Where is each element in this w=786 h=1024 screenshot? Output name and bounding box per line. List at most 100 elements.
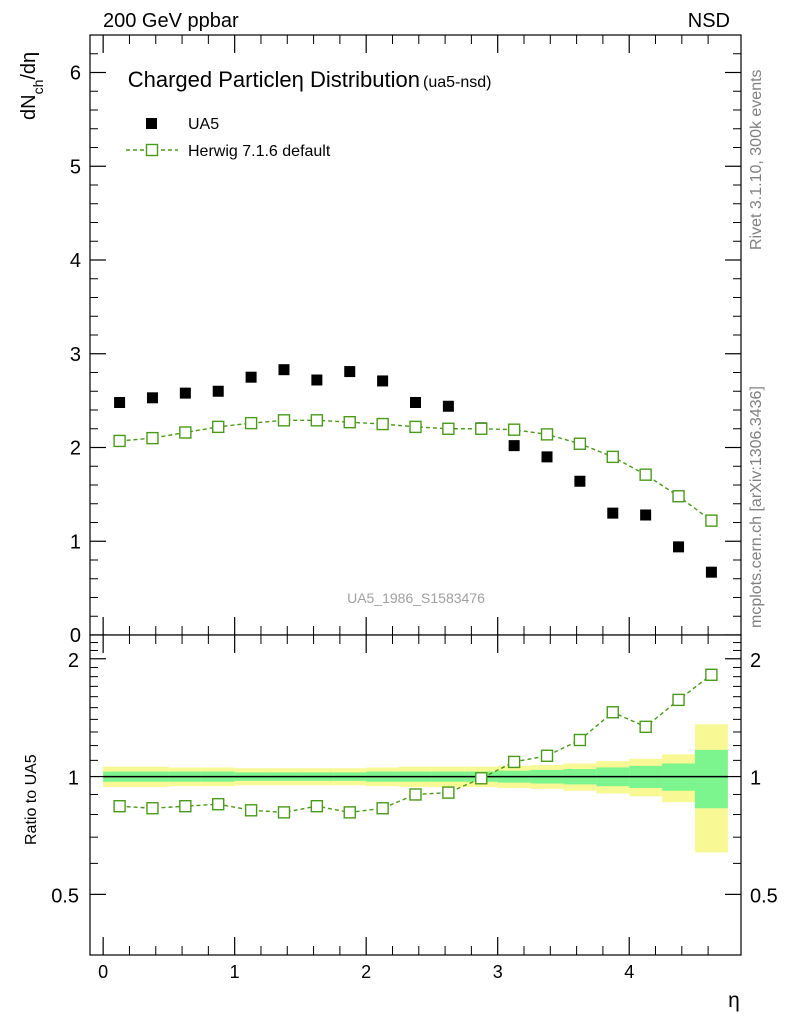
ratio-series-group	[103, 668, 728, 819]
ua5-point	[541, 451, 553, 463]
ratio-herwig-point	[277, 806, 291, 819]
legend: UA5 Herwig 7.1.6 default	[126, 116, 331, 160]
x-tick-label: 4	[624, 962, 634, 982]
ratio-herwig-point	[442, 786, 455, 799]
herwig-point	[376, 417, 389, 431]
ratio-panel: 0 1 2 3 4 0.5 0.5 1 1 2 2 Ratio to UA5 η	[23, 634, 778, 1012]
main-grid: 0 1 2 3 4 5 6	[70, 35, 741, 647]
herwig-point	[310, 414, 324, 427]
ua5-point	[410, 397, 421, 408]
ratio-herwig-point	[705, 668, 718, 681]
main-y-tick-label: 5	[70, 156, 81, 178]
watermark: UA5_1986_S1583476	[347, 590, 485, 606]
ua5-point	[705, 566, 717, 578]
herwig-point	[442, 422, 455, 435]
ratio-herwig-point	[212, 797, 225, 811]
ratio-herwig-point	[179, 800, 192, 813]
ratio-herwig-point	[573, 733, 587, 747]
ua5-point	[574, 475, 586, 487]
x-tick-label: 0	[98, 962, 108, 982]
ua5-point	[146, 392, 158, 404]
ratio-herwig-point	[376, 802, 389, 815]
main-y-tick-label: 2	[70, 438, 81, 460]
main-y-tick-label: 1	[70, 531, 81, 553]
ratio-herwig-point	[475, 772, 488, 785]
ua5-point	[212, 385, 224, 397]
herwig-point	[244, 416, 258, 430]
ua5-point	[344, 366, 356, 378]
ratio-herwig-point	[146, 802, 159, 815]
ua5-point	[442, 400, 454, 412]
herwig-point	[639, 468, 652, 481]
ratio-herwig-point	[507, 755, 521, 769]
main-plot-area	[90, 35, 741, 635]
ratio-y-tick-label-right: 0.5	[750, 885, 778, 907]
herwig-point	[507, 423, 521, 436]
ua5-point	[114, 397, 126, 408]
herwig-point	[672, 490, 685, 503]
ratio-y-tick-label-right: 2	[750, 650, 761, 672]
legend-herwig-marker	[145, 143, 159, 157]
herwig-point	[343, 415, 356, 429]
herwig-point	[705, 514, 718, 527]
ratio-herwig-point	[540, 749, 554, 762]
ratio-herwig-point	[606, 706, 619, 719]
ratio-frame	[89, 634, 742, 956]
ratio-y-label: Ratio to UA5	[23, 754, 40, 845]
main-title-sub: (ua5-nsd)	[423, 74, 491, 91]
main-y-tick-label: 3	[70, 344, 81, 366]
main-title: Charged Particleη Distribution	[128, 67, 420, 92]
ua5-point	[377, 375, 389, 387]
herwig-point	[540, 428, 554, 441]
ratio-herwig-point	[113, 800, 126, 813]
ratio-grid: 0 1 2 3 4 0.5 0.5 1 1 2 2	[51, 635, 778, 982]
header-left: 200 GeV ppbar	[103, 10, 239, 32]
herwig-point	[277, 414, 291, 427]
x-tick-label: 3	[493, 962, 503, 982]
x-axis-label: η	[728, 989, 740, 1012]
herwig-point	[606, 450, 619, 464]
ratio-herwig-point	[343, 806, 356, 819]
main-y-tick-label: 6	[70, 63, 81, 85]
x-tick-label: 2	[361, 962, 371, 982]
main-y-tick-label: 4	[70, 250, 81, 272]
herwig-point	[179, 426, 192, 439]
herwig-point	[573, 437, 587, 450]
herwig-point	[212, 420, 225, 434]
main-panel: 0 1 2 3 4 5 6 Charged Particleη Distribution (…	[18, 34, 742, 647]
rivet-label: Rivet 3.1.10, 300k events	[748, 69, 765, 250]
herwig-point	[409, 420, 422, 434]
herwig-point	[113, 434, 126, 448]
ua5-point	[607, 507, 619, 519]
ratio-y-tick-label-left: 0.5	[51, 885, 79, 907]
ratio-herwig-point	[310, 800, 324, 813]
ua5-point	[179, 387, 191, 399]
ratio-band-inner	[694, 749, 728, 809]
ua5-point	[508, 440, 520, 452]
ua5-point	[245, 371, 257, 383]
ratio-herwig-point	[639, 720, 652, 734]
herwig-point	[146, 431, 159, 445]
ratio-y-tick-label-left: 2	[68, 650, 79, 672]
ratio-herwig-point	[244, 804, 258, 817]
ua5-point	[311, 374, 323, 386]
ua5-point	[673, 541, 685, 553]
header-right: NSD	[688, 10, 730, 32]
main-series-group	[113, 364, 718, 578]
ratio-y-tick-label-right: 1	[750, 768, 761, 790]
ratio-herwig-point	[672, 693, 685, 707]
x-tick-label: 1	[230, 962, 240, 982]
legend-ua5-marker	[146, 118, 157, 129]
ua5-point	[278, 364, 290, 376]
legend-herwig-label: Herwig 7.1.6 default	[188, 143, 331, 160]
y-axis-label: dNch/dη	[18, 52, 46, 120]
main-y-tick-label: 0	[70, 625, 81, 647]
mcplots-label: mcplots.cern.ch [arXiv:1306.3436]	[748, 386, 765, 628]
ratio-y-tick-label-left: 1	[68, 768, 79, 790]
ua5-point	[640, 509, 652, 521]
herwig-point	[475, 422, 488, 435]
legend-ua5-label: UA5	[188, 116, 219, 133]
ratio-herwig-point	[409, 788, 422, 801]
